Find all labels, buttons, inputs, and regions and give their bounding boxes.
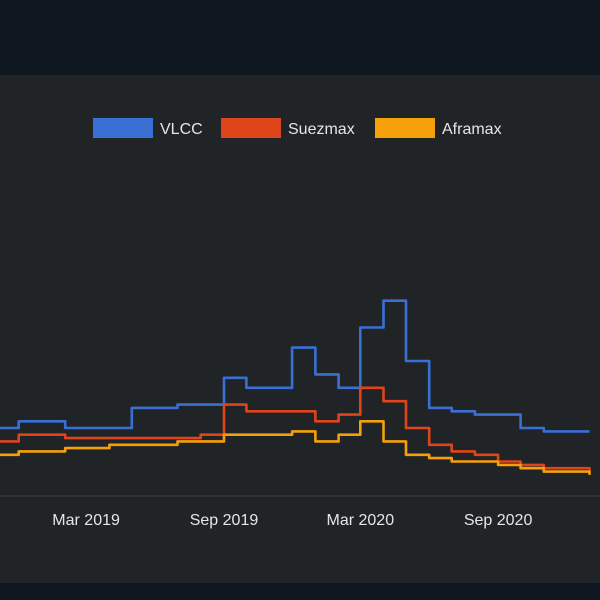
legend-swatch bbox=[93, 118, 153, 138]
plot-area bbox=[0, 299, 591, 475]
x-tick-label: Sep 2019 bbox=[190, 512, 259, 529]
legend-item-vlcc[interactable]: VLCC bbox=[93, 118, 203, 138]
legend-label: Suezmax bbox=[288, 121, 355, 138]
series-line-aframax bbox=[0, 420, 591, 475]
series-line-vlcc bbox=[0, 299, 590, 433]
legend-label: VLCC bbox=[160, 121, 203, 138]
chart-legend: VLCC Suezmax Aframax bbox=[93, 118, 502, 138]
legend-item-aframax[interactable]: Aframax bbox=[375, 118, 502, 138]
x-axis: Mar 2019 Sep 2019 Mar 2020 Sep 2020 bbox=[0, 495, 600, 529]
x-tick-label: Mar 2020 bbox=[327, 512, 395, 529]
legend-swatch bbox=[221, 118, 281, 138]
legend-swatch bbox=[375, 118, 435, 138]
series-line-suezmax bbox=[0, 386, 591, 472]
chart-panel bbox=[0, 75, 600, 583]
legend-item-suezmax[interactable]: Suezmax bbox=[221, 118, 355, 138]
x-tick-label: Sep 2020 bbox=[464, 512, 533, 529]
x-tick-label: Mar 2019 bbox=[52, 512, 120, 529]
legend-label: Aframax bbox=[442, 121, 502, 138]
